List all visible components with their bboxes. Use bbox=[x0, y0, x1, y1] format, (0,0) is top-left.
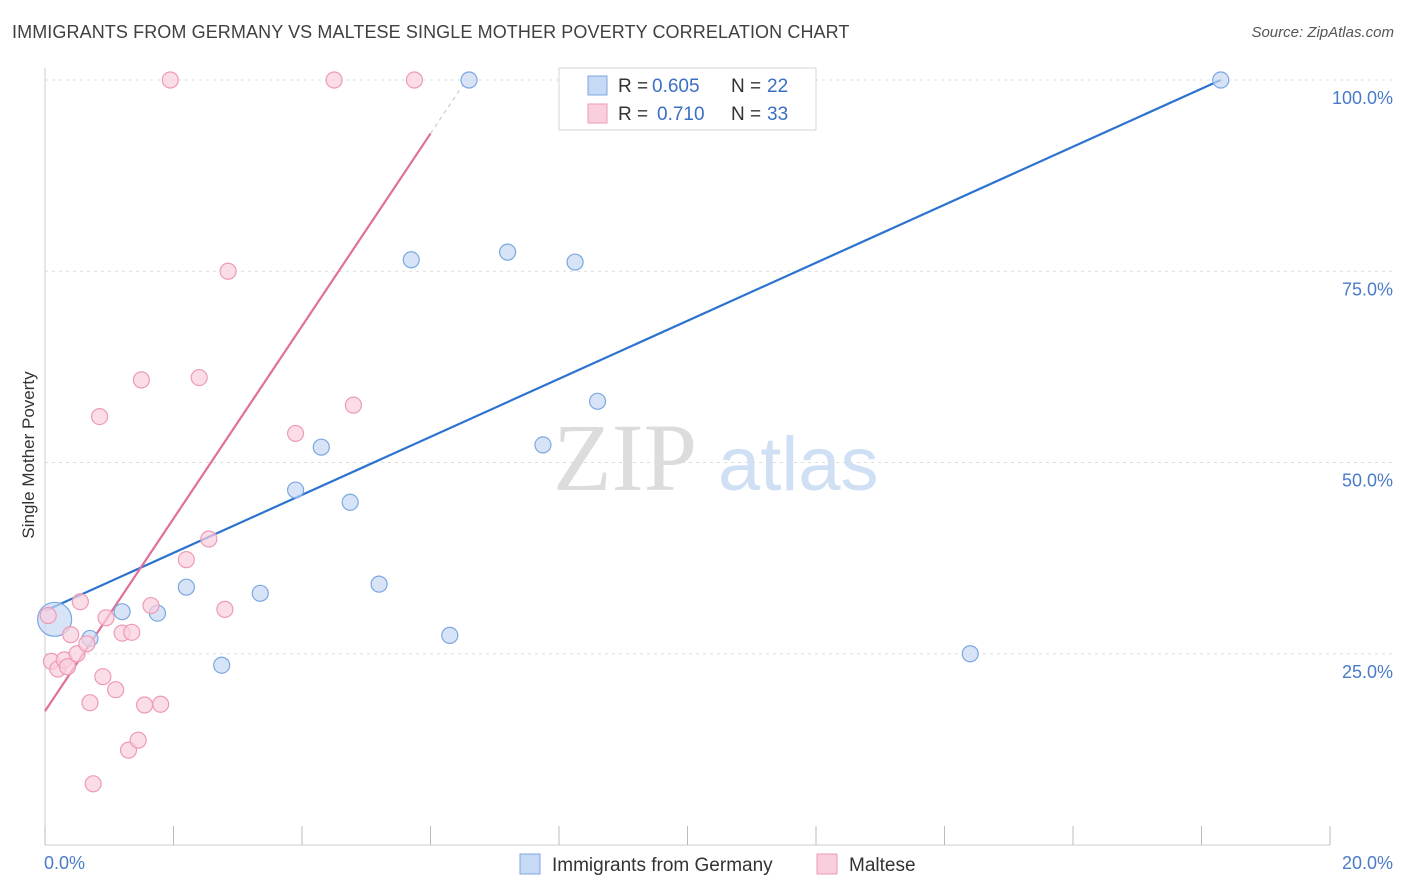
germany-point bbox=[1212, 71, 1230, 89]
maltese-point bbox=[94, 668, 112, 686]
y-tick-label: 100.0% bbox=[1332, 88, 1393, 108]
germany-point bbox=[341, 493, 359, 511]
maltese-point bbox=[219, 262, 237, 280]
legend-swatch-germany bbox=[587, 75, 608, 96]
maltese-point bbox=[190, 368, 208, 387]
x-tick-label-min: 0.0% bbox=[44, 853, 85, 873]
grid-layer bbox=[45, 79, 1392, 655]
germany-point bbox=[177, 578, 195, 596]
legend-r-label-germany: R = bbox=[618, 76, 648, 97]
maltese-point bbox=[129, 731, 147, 749]
maltese-point bbox=[132, 371, 150, 389]
germany-point bbox=[312, 438, 330, 456]
y-axis-label: Single Mother Poverty bbox=[19, 371, 38, 539]
y-tick-label: 25.0% bbox=[1342, 662, 1393, 682]
maltese-point bbox=[161, 71, 179, 89]
bottom-legend-label-maltese: Maltese bbox=[849, 855, 916, 876]
germany-point bbox=[370, 575, 388, 593]
maltese-point bbox=[123, 623, 141, 641]
watermark-atlas: atlas bbox=[718, 422, 879, 507]
germany-point bbox=[251, 584, 269, 602]
maltese-point bbox=[152, 695, 170, 713]
legend-n-value-maltese: 33 bbox=[767, 104, 788, 125]
germany-point bbox=[961, 645, 979, 663]
germany-point bbox=[213, 656, 231, 674]
legend-r-value-maltese: 0.710 bbox=[657, 104, 705, 125]
maltese-point bbox=[107, 681, 125, 699]
maltese-point bbox=[78, 635, 96, 653]
germany-point bbox=[286, 481, 305, 499]
maltese-point bbox=[216, 600, 234, 618]
maltese-point bbox=[344, 396, 362, 414]
maltese-trend-extension bbox=[430, 85, 464, 134]
top-legend: R = 0.605 N = 22 R = 0.710 N = 33 bbox=[558, 67, 817, 131]
germany-point bbox=[566, 253, 584, 271]
germany-trend-line bbox=[44, 78, 1222, 612]
maltese-point bbox=[71, 593, 89, 611]
maltese-point bbox=[39, 606, 57, 625]
y-tick-label: 75.0% bbox=[1342, 279, 1393, 299]
axis-layer: 25.0% 50.0% 75.0% 100.0% 0.0% 20.0% bbox=[44, 68, 1393, 873]
bottom-legend-label-germany: Immigrants from Germany bbox=[552, 855, 773, 876]
maltese-point bbox=[62, 626, 80, 644]
point-layer bbox=[37, 71, 1230, 793]
germany-point bbox=[441, 626, 459, 644]
legend-r-label-maltese: R = bbox=[618, 104, 648, 125]
maltese-point bbox=[286, 424, 305, 443]
germany-point bbox=[460, 71, 478, 89]
y-tick-label: 50.0% bbox=[1342, 471, 1393, 491]
maltese-point bbox=[177, 551, 195, 569]
source-label: Source: ZipAtlas.com bbox=[1251, 24, 1394, 41]
maltese-point bbox=[135, 696, 154, 714]
germany-point bbox=[534, 436, 552, 454]
germany-point bbox=[402, 251, 420, 269]
legend-r-value-germany: 0.605 bbox=[652, 76, 700, 97]
maltese-point bbox=[97, 609, 115, 627]
germany-point bbox=[588, 392, 607, 410]
germany-point bbox=[113, 603, 131, 621]
maltese-point bbox=[58, 658, 77, 676]
maltese-point bbox=[81, 694, 99, 712]
legend-n-label-maltese: N = bbox=[731, 104, 761, 125]
watermark-zip: ZIP bbox=[553, 404, 697, 511]
maltese-point bbox=[84, 775, 102, 793]
bottom-legend-swatch-germany bbox=[519, 853, 541, 875]
germany-point bbox=[499, 243, 517, 261]
maltese-point bbox=[142, 596, 160, 615]
maltese-point bbox=[91, 408, 109, 426]
bottom-legend-swatch-maltese bbox=[816, 853, 838, 875]
maltese-point bbox=[325, 71, 343, 89]
maltese-point bbox=[200, 530, 218, 548]
legend-n-value-germany: 22 bbox=[767, 76, 788, 97]
bottom-legend: Immigrants from Germany Maltese bbox=[519, 853, 916, 876]
maltese-point bbox=[405, 71, 424, 89]
legend-swatch-maltese bbox=[587, 103, 608, 124]
x-tick-label-max: 20.0% bbox=[1342, 853, 1393, 873]
legend-n-label-germany: N = bbox=[731, 76, 761, 97]
chart-title: IMMIGRANTS FROM GERMANY VS MALTESE SINGL… bbox=[12, 22, 850, 42]
